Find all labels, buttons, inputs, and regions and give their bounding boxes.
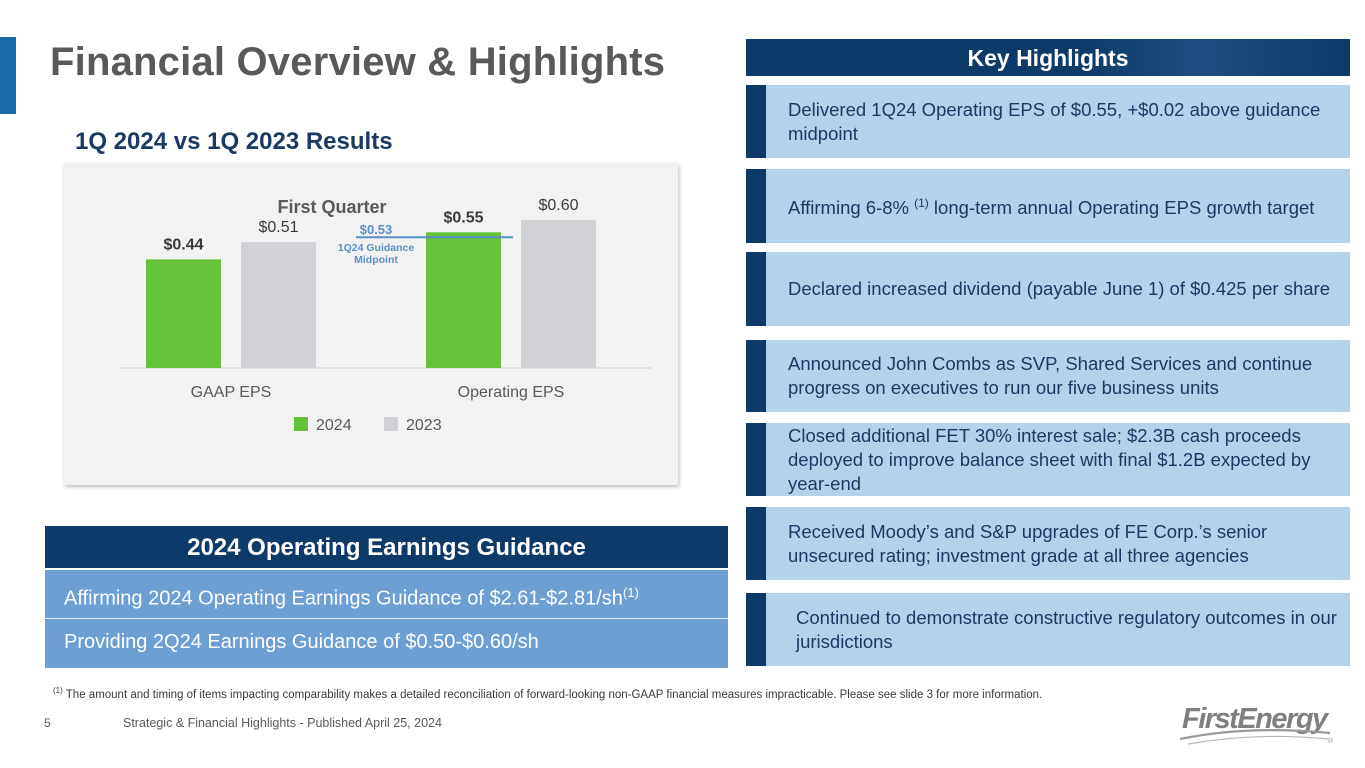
highlight-item: Affirming 6-8% (1) long-term annual Oper… [746, 169, 1350, 243]
highlight-text: Delivered 1Q24 Operating EPS of $0.55, +… [788, 98, 1321, 144]
highlight-text: Continued to demonstrate constructive re… [796, 606, 1337, 652]
chart-title: First Quarter [277, 197, 386, 217]
guidance-row-annual-text: Affirming 2024 Operating Earnings Guidan… [64, 587, 623, 610]
guidance-row-annual: Affirming 2024 Operating Earnings Guidan… [45, 568, 728, 618]
guidance-row-quarterly-text: Providing 2Q24 Earnings Guidance of $0.5… [64, 631, 539, 653]
footer-text: Strategic & Financial Highlights - Publi… [123, 716, 442, 730]
earnings-guidance-panel: 2024 Operating Earnings Guidance Affirmi… [45, 526, 728, 668]
bar-value-label: $0.60 [538, 197, 578, 214]
legend-label: 2024 [316, 417, 352, 434]
page-title: Financial Overview & Highlights [50, 40, 666, 84]
highlight-item: Continued to demonstrate constructive re… [746, 593, 1350, 666]
footnote-text: The amount and timing of items impacting… [65, 688, 1043, 701]
bar-2023 [521, 219, 596, 368]
highlight-item: Declared increased dividend (payable Jun… [746, 252, 1350, 326]
highlight-text: Affirming 6-8% (1) long-term annual Oper… [788, 191, 1314, 220]
firstenergy-logo: FirstEnergy ® [1178, 703, 1338, 747]
legend-label: 2023 [406, 417, 442, 434]
logo-swoosh-icon: ® [1179, 729, 1334, 745]
highlight-text-part: long-term annual Operating EPS growth ta… [928, 197, 1315, 219]
bar-2024 [426, 232, 501, 368]
x-tick-label: GAAP EPS [191, 384, 272, 401]
guidance-header: 2024 Operating Earnings Guidance [45, 526, 728, 568]
footnote-marker: (1) [53, 686, 63, 695]
guidance-midpoint-note: 1Q24 Guidance [338, 242, 415, 254]
bar-value-label: $0.44 [163, 236, 203, 253]
eps-bar-chart: First Quarter $0.44 $0.51 GAAP EPS $0.55 $0.6… [119, 197, 652, 434]
logo-registered-mark: ® [1328, 737, 1334, 745]
footnote: (1) The amount and timing of items impac… [53, 686, 1042, 701]
bar-2024 [146, 259, 221, 368]
highlight-item: Announced John Combs as SVP, Shared Serv… [746, 340, 1350, 412]
guidance-row-quarterly: Providing 2Q24 Earnings Guidance of $0.5… [45, 618, 728, 668]
eps-chart-card: First Quarter $0.44 $0.51 GAAP EPS $0.55 $0.6… [64, 163, 678, 485]
highlight-text: Closed additional FET 30% interest sale;… [788, 424, 1311, 494]
page-number: 5 [44, 716, 51, 730]
highlight-text: Announced John Combs as SVP, Shared Serv… [788, 353, 1313, 398]
highlight-item: Delivered 1Q24 Operating EPS of $0.55, +… [746, 85, 1350, 158]
highlight-text: Declared increased dividend (payable Jun… [788, 278, 1330, 299]
highlight-item: Received Moody’s and S&P upgrades of FE … [746, 507, 1350, 580]
highlight-text-part: Affirming 6-8% [788, 197, 909, 219]
x-tick-label: Operating EPS [458, 384, 565, 401]
highlight-item: Closed additional FET 30% interest sale;… [746, 423, 1350, 496]
legend-swatch-2024 [294, 417, 308, 431]
highlight-text: Received Moody’s and S&P upgrades of FE … [788, 520, 1268, 566]
bar-2023 [241, 242, 316, 368]
guidance-midpoint-value: $0.53 [360, 222, 393, 237]
results-subtitle: 1Q 2024 vs 1Q 2023 Results [75, 128, 393, 155]
key-highlights-header: Key Highlights [746, 39, 1350, 76]
bar-value-label: $0.55 [443, 209, 483, 226]
bar-value-label: $0.51 [258, 219, 298, 236]
legend-swatch-2023 [384, 417, 398, 431]
guidance-footnote-ref: (1) [622, 585, 639, 600]
guidance-midpoint-note: Midpoint [354, 254, 398, 266]
highlight-footnote-ref: (1) [914, 196, 929, 211]
title-accent-bar [0, 37, 16, 114]
